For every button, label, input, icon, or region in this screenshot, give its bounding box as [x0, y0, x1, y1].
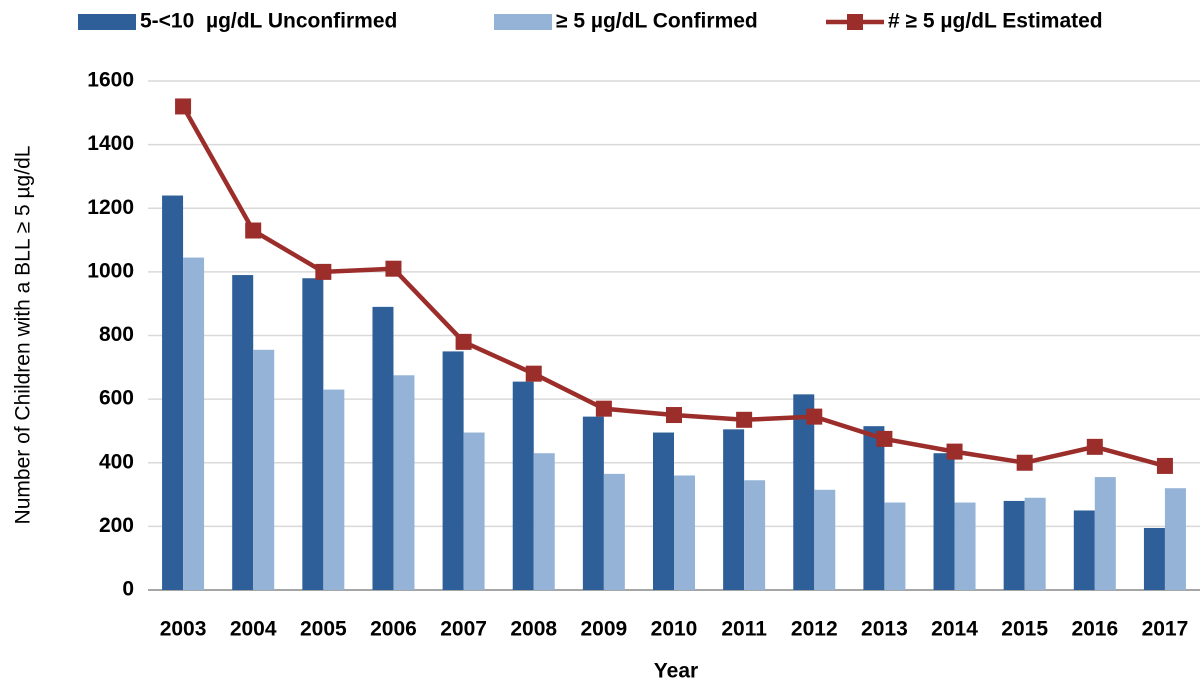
bar [603, 473, 625, 590]
bar [863, 426, 885, 590]
y-tick-label: 1400 [87, 132, 134, 155]
marker [876, 430, 893, 447]
bar [1073, 510, 1095, 590]
x-axis-title: Year [654, 660, 698, 683]
bar [723, 429, 745, 590]
marker [736, 411, 753, 428]
bar [533, 453, 555, 590]
y-axis-title: Number of Children with a BLL ≥ 5 µg/dL [12, 146, 35, 525]
x-tick-label: 2012 [791, 618, 838, 641]
bar [582, 416, 604, 590]
marker [595, 400, 612, 417]
x-tick-label: 2013 [861, 618, 908, 641]
y-tick-label: 800 [99, 323, 134, 346]
y-tick-label: 400 [99, 450, 134, 473]
x-tick-label: 2011 [721, 618, 767, 641]
bar [814, 489, 836, 590]
bar [674, 475, 695, 590]
legend-swatch [494, 14, 552, 30]
bar [183, 257, 205, 590]
bar [954, 502, 976, 590]
bar [884, 502, 906, 590]
x-tick-label: 2005 [300, 618, 347, 641]
bar [323, 389, 345, 590]
marker [946, 443, 963, 460]
x-tick-label: 2007 [440, 618, 487, 641]
marker [806, 408, 823, 425]
x-tick-label: 2003 [160, 618, 207, 641]
bar [253, 349, 275, 590]
bar [1094, 477, 1116, 590]
bar [1003, 500, 1025, 590]
bar [1024, 497, 1046, 590]
bar [162, 195, 184, 590]
x-tick-label: 2016 [1071, 618, 1118, 641]
legend-swatch [847, 14, 863, 30]
marker [245, 222, 262, 239]
bar [1164, 488, 1186, 590]
legend-swatch [78, 14, 136, 30]
bar [372, 306, 394, 590]
marker [315, 263, 332, 280]
x-tick-label: 2010 [651, 618, 698, 641]
marker [1016, 454, 1033, 471]
bar [793, 394, 815, 590]
legend-label: ≥ 5 µg/dL Confirmed [556, 10, 758, 33]
y-tick-label: 1200 [87, 196, 134, 219]
y-tick-label: 0 [122, 578, 134, 601]
marker [175, 98, 192, 115]
marker [1086, 438, 1103, 455]
x-tick-label: 2014 [931, 618, 978, 641]
bar [1143, 527, 1165, 590]
x-tick-label: 2015 [1001, 618, 1048, 641]
x-tick-label: 2017 [1142, 618, 1189, 641]
x-tick-label: 2006 [370, 618, 417, 641]
bar [232, 275, 254, 590]
marker [385, 260, 402, 277]
legend-label: 5-<10 µg/dL Unconfirmed [140, 10, 397, 33]
x-tick-label: 2008 [510, 618, 557, 641]
bar [442, 351, 464, 590]
x-tick-label: 2009 [581, 618, 628, 641]
marker [666, 407, 682, 424]
x-tick-label: 2004 [230, 618, 277, 641]
bar [744, 480, 766, 590]
bar [393, 375, 415, 590]
bar [463, 432, 485, 590]
marker [1156, 457, 1173, 474]
marker [455, 333, 472, 350]
y-tick-label: 1600 [87, 69, 134, 92]
marker [525, 365, 542, 382]
legend-label: # ≥ 5 µg/dL Estimated [888, 10, 1103, 33]
bar [512, 381, 534, 590]
y-tick-label: 200 [99, 514, 134, 537]
bar [933, 453, 955, 590]
y-tick-label: 1000 [87, 259, 134, 282]
bar [302, 278, 324, 590]
y-tick-label: 600 [99, 387, 134, 410]
bar [653, 432, 674, 590]
